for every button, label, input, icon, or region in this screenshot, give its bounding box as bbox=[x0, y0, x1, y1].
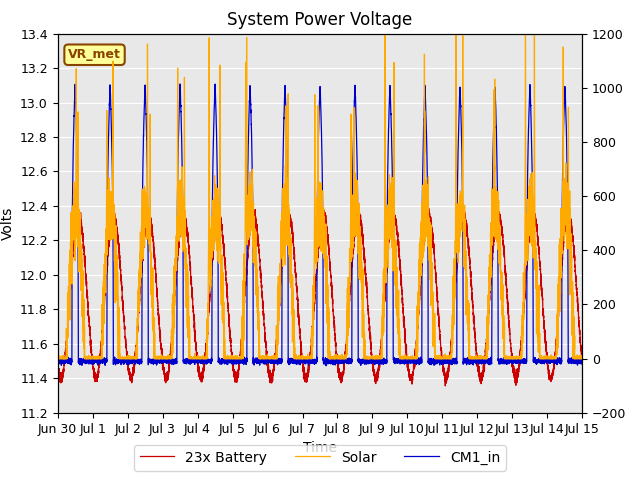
23x Battery bbox=[550, 361, 558, 367]
Text: VR_met: VR_met bbox=[68, 48, 121, 61]
23x Battery bbox=[232, 377, 240, 383]
23x Battery bbox=[452, 271, 460, 276]
Solar bbox=[579, 356, 586, 361]
CM1_in bbox=[550, 358, 558, 363]
23x Battery bbox=[54, 356, 61, 361]
CM1_in bbox=[579, 357, 586, 363]
CM1_in bbox=[557, 361, 564, 367]
23x Battery bbox=[579, 357, 586, 363]
Line: Solar: Solar bbox=[58, 23, 582, 359]
23x Battery bbox=[557, 285, 564, 291]
Solar bbox=[550, 355, 557, 360]
23x Battery bbox=[425, 205, 433, 211]
Title: System Power Voltage: System Power Voltage bbox=[227, 11, 413, 29]
Solar bbox=[54, 356, 61, 361]
Solar bbox=[302, 356, 310, 361]
23x Battery bbox=[302, 375, 310, 381]
Solar bbox=[452, 97, 460, 103]
23x Battery bbox=[442, 383, 449, 389]
Line: CM1_in: CM1_in bbox=[58, 84, 582, 366]
Solar bbox=[452, 20, 460, 26]
CM1_in bbox=[302, 359, 310, 365]
Solar bbox=[437, 356, 445, 361]
23x Battery bbox=[437, 347, 445, 352]
CM1_in bbox=[322, 363, 330, 369]
Y-axis label: Volts: Volts bbox=[1, 206, 15, 240]
Legend: 23x Battery, Solar, CM1_in: 23x Battery, Solar, CM1_in bbox=[134, 445, 506, 471]
Solar bbox=[557, 258, 564, 264]
Solar bbox=[232, 353, 240, 359]
CM1_in bbox=[232, 357, 240, 362]
CM1_in bbox=[54, 359, 61, 364]
X-axis label: Time: Time bbox=[303, 441, 337, 455]
CM1_in bbox=[176, 81, 184, 87]
CM1_in bbox=[452, 358, 460, 364]
CM1_in bbox=[438, 360, 445, 365]
Line: 23x Battery: 23x Battery bbox=[58, 208, 582, 386]
